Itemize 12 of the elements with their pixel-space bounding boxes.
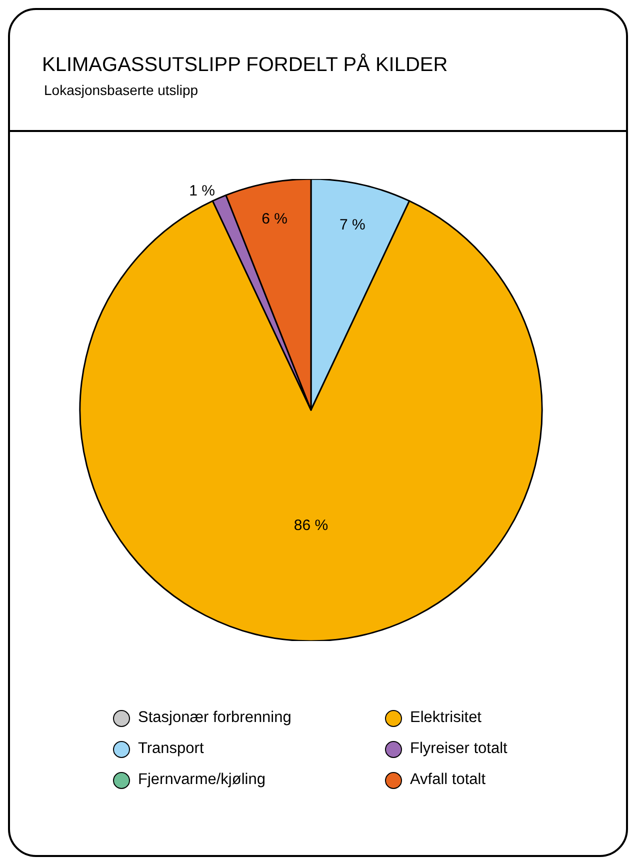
data-label: 6 % [262, 210, 288, 228]
legend-label: Avfall totalt [410, 771, 486, 789]
chart-subtitle: Lokasjonsbaserte utslipp [44, 82, 198, 98]
legend-label: Flyreiser totalt [410, 740, 508, 758]
data-label: 86 % [294, 517, 328, 534]
legend-label: Fjernvarme/kjøling [138, 771, 266, 789]
data-label: 7 % [339, 216, 366, 234]
data-label: 1 % [189, 182, 216, 200]
legend-label: Stasjonær forbrenning [138, 709, 292, 727]
chart-title: KLIMAGASSUTSLIPP FORDELT PÅ KILDER [42, 54, 448, 77]
legend-label: Transport [138, 740, 204, 758]
legend-label: Elektrisitet [410, 709, 482, 727]
